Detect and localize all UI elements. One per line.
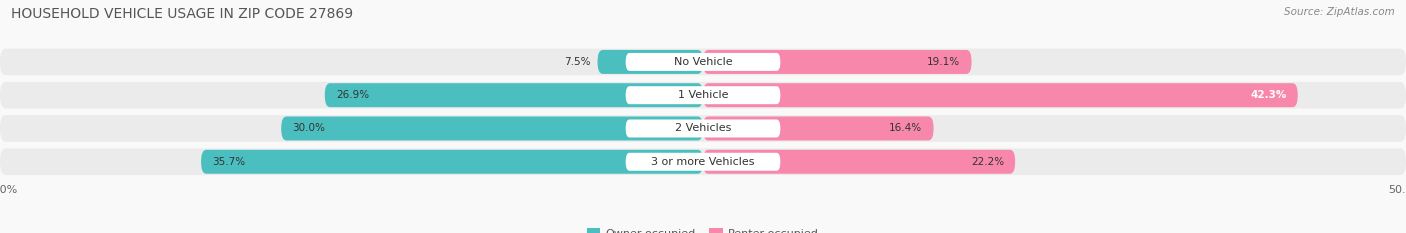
Text: No Vehicle: No Vehicle	[673, 57, 733, 67]
FancyBboxPatch shape	[0, 82, 1406, 109]
FancyBboxPatch shape	[201, 150, 703, 174]
FancyBboxPatch shape	[626, 153, 780, 171]
FancyBboxPatch shape	[325, 83, 703, 107]
FancyBboxPatch shape	[0, 115, 1406, 142]
Text: 35.7%: 35.7%	[212, 157, 246, 167]
FancyBboxPatch shape	[703, 50, 972, 74]
Text: 42.3%: 42.3%	[1250, 90, 1286, 100]
Legend: Owner-occupied, Renter-occupied: Owner-occupied, Renter-occupied	[582, 224, 824, 233]
FancyBboxPatch shape	[703, 150, 1015, 174]
FancyBboxPatch shape	[703, 83, 1298, 107]
FancyBboxPatch shape	[598, 50, 703, 74]
Text: 1 Vehicle: 1 Vehicle	[678, 90, 728, 100]
Text: 7.5%: 7.5%	[564, 57, 591, 67]
FancyBboxPatch shape	[0, 148, 1406, 175]
Text: 19.1%: 19.1%	[927, 57, 960, 67]
FancyBboxPatch shape	[626, 120, 780, 137]
Text: 30.0%: 30.0%	[292, 123, 325, 134]
Text: Source: ZipAtlas.com: Source: ZipAtlas.com	[1284, 7, 1395, 17]
FancyBboxPatch shape	[626, 53, 780, 71]
FancyBboxPatch shape	[703, 116, 934, 140]
Text: 2 Vehicles: 2 Vehicles	[675, 123, 731, 134]
FancyBboxPatch shape	[0, 49, 1406, 75]
Text: HOUSEHOLD VEHICLE USAGE IN ZIP CODE 27869: HOUSEHOLD VEHICLE USAGE IN ZIP CODE 2786…	[11, 7, 353, 21]
FancyBboxPatch shape	[626, 86, 780, 104]
FancyBboxPatch shape	[281, 116, 703, 140]
Text: 22.2%: 22.2%	[970, 157, 1004, 167]
Text: 16.4%: 16.4%	[889, 123, 922, 134]
Text: 26.9%: 26.9%	[336, 90, 370, 100]
Text: 3 or more Vehicles: 3 or more Vehicles	[651, 157, 755, 167]
